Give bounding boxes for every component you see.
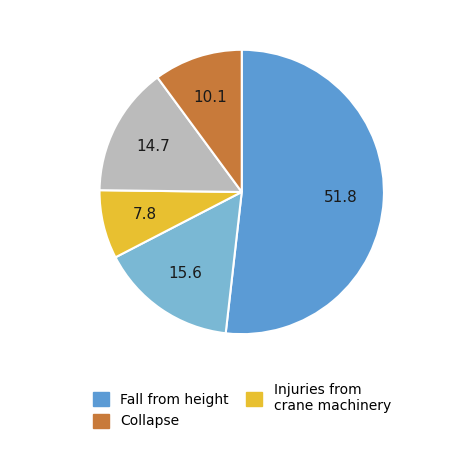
Wedge shape (116, 192, 242, 333)
Text: 15.6: 15.6 (168, 266, 202, 282)
Legend: Fall from height, Collapse, Injuries from
crane machinery: Fall from height, Collapse, Injuries fro… (87, 377, 396, 434)
Wedge shape (157, 50, 242, 192)
Text: 51.8: 51.8 (324, 190, 358, 205)
Wedge shape (226, 50, 384, 334)
Wedge shape (100, 77, 242, 192)
Text: 10.1: 10.1 (194, 90, 228, 105)
Wedge shape (100, 190, 242, 257)
Text: 7.8: 7.8 (133, 208, 157, 222)
Text: 14.7: 14.7 (137, 139, 170, 154)
